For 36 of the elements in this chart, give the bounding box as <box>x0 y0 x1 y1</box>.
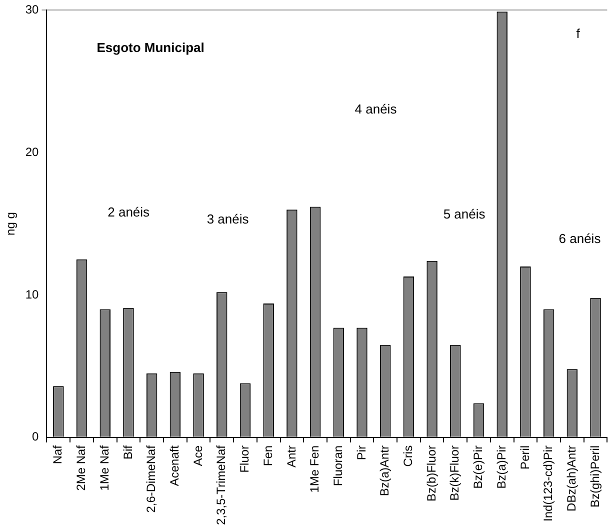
x-tick-label: DBz(ah)Antr <box>564 445 578 512</box>
x-tick-label: Naf <box>50 444 65 464</box>
y-tick-label: 30 <box>25 2 40 17</box>
annotation: 3 anéis <box>206 212 250 227</box>
x-tick-label: Acenaft <box>167 444 182 486</box>
x-tick-label: Ind(123-cd)Pir <box>541 445 556 522</box>
x-tick-label: Cris <box>401 445 416 467</box>
x-tick-label: Antr <box>284 445 298 468</box>
x-tick-label: 2,3,5-TrimeNaf <box>214 444 228 525</box>
text: Esgoto Municipal <box>96 40 204 55</box>
x-tick-label: Fluoran <box>330 445 345 486</box>
annotation: f <box>576 26 580 42</box>
x-tick-label: Bz(a)Pir <box>494 445 508 489</box>
x-tick-label: Bz(e)Pir <box>471 445 486 489</box>
x-tick-label: Ace <box>190 445 205 466</box>
x-tick-label: Bz(a)Antr <box>378 445 392 496</box>
x-tick-label: 2,6-DimeNaf <box>144 444 158 513</box>
y-tick-label: 10 <box>25 287 40 302</box>
annotation: 2 anéis <box>108 204 150 220</box>
x-tick-label: Fluor <box>238 445 252 473</box>
y-tick-label: 0 <box>32 430 40 444</box>
x-tick-label: Bz(k)Fluor <box>448 445 462 501</box>
annotation: 5 anéis <box>443 206 486 222</box>
x-tick-label: Peril <box>518 445 532 470</box>
x-tick-label: Fen <box>260 445 275 466</box>
annotation: 6 anéis <box>558 230 602 246</box>
x-tick-label: 1Me Fen <box>308 445 322 493</box>
annotation: 4 anéis <box>354 101 398 116</box>
y-axis-title: ng g <box>4 212 18 236</box>
y-tick-label: 20 <box>25 144 40 159</box>
x-tick-label: 1Me Naf <box>97 444 112 491</box>
x-tick-label: Pir <box>354 445 368 460</box>
x-tick-label: Bz(b)Fluor <box>424 445 438 502</box>
x-tick-label: Bif <box>120 444 135 460</box>
x-tick-label: 2Me Naf <box>74 444 88 491</box>
x-tick-label: Bz(ghi)Peril <box>588 445 602 508</box>
